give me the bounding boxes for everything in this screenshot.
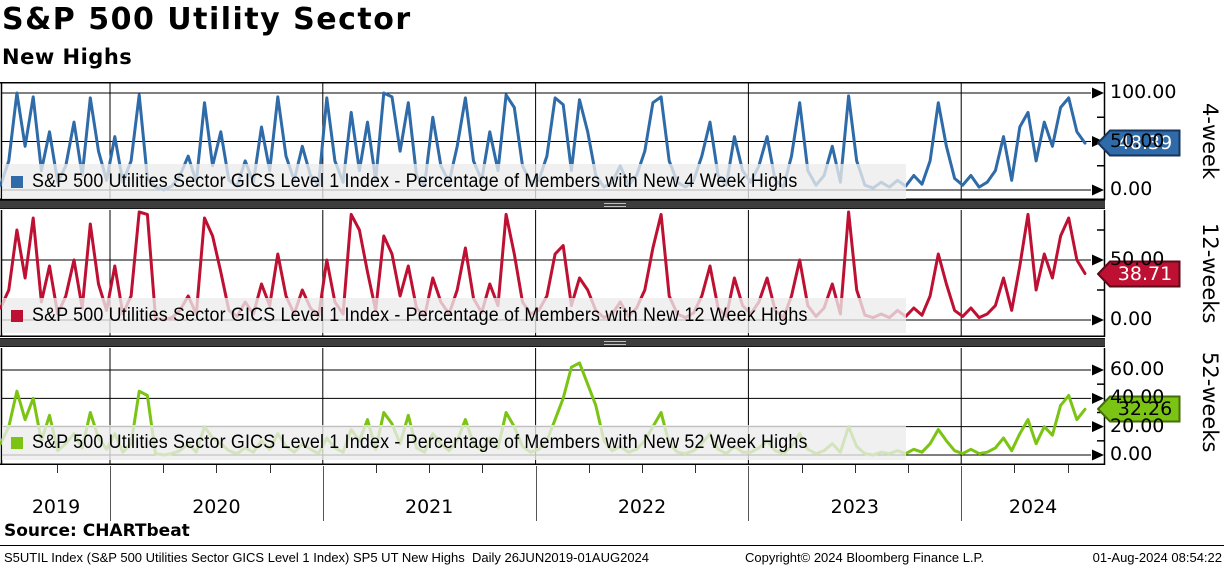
last-value-text: 32.26 [1117,398,1173,420]
footer-copyright: Copyright© 2024 Bloomberg Finance L.P. [745,550,985,565]
legend-12week[interactable]: S&P 500 Utilities Sector GICS Level 1 In… [2,298,906,333]
divider-grip-icon [604,202,626,207]
panel-side-label-4week: 4-week [1198,102,1222,180]
x-axis-quarter-tick [588,465,590,473]
badge-shape [1097,260,1181,288]
x-axis-year-label: 2021 [405,496,454,518]
gridline-arrow-icon [1092,314,1104,326]
gridline-arrow-icon [1092,449,1104,461]
y-axis-tick-label: 50.00 [1110,248,1165,270]
x-axis-quarter-tick [482,465,484,473]
footer-divider [0,545,1224,546]
x-axis-quarter-tick [801,465,803,473]
x-axis-year-label: 2022 [617,496,667,518]
x-axis-quarter-tick [695,465,697,473]
last-value-text: 38.71 [1117,263,1173,285]
footer-ticker-info: S5UTIL Index (S&P 500 Utilities Sector G… [4,550,650,565]
x-axis-year-label: 2020 [192,496,241,518]
source-line: Source: CHARTbeat [4,521,190,541]
last-value-badge-12week: 38.71 [1097,260,1181,288]
y-axis-tick-label: 0.00 [1110,308,1153,330]
y-axis-tick-label: 50.00 [1110,129,1165,152]
y-axis-tick-label: 20.00 [1110,414,1165,437]
gridline-arrow-icon [1092,184,1104,196]
legend-marker-square-icon [11,309,23,322]
panel-divider-2[interactable] [0,338,1105,347]
legend-marker-square-icon [11,436,23,449]
footer-timestamp: 01-Aug-2024 08:54:22 [1092,550,1222,565]
x-axis-year-separator [535,466,537,521]
x-axis-quarter-tick [854,465,856,473]
gridline-arrow-icon [1092,421,1104,433]
legend-marker-square-icon [11,175,23,188]
x-axis-quarter-tick [56,465,58,473]
y-axis-tick-label: 0.00 [1110,443,1153,465]
x-axis-year-label: 2019 [31,496,81,518]
y-axis-tick-label: 60.00 [1110,357,1165,380]
page-title: S&P 500 Utility Sector [2,2,412,37]
y-axis-tick-label: 0.00 [1110,178,1153,200]
x-axis-year-label: 2024 [1008,496,1058,518]
x-axis-quarter-tick [163,465,165,473]
legend-4week[interactable]: S&P 500 Utilities Sector GICS Level 1 In… [2,164,906,199]
last-value-text: 48.39 [1117,132,1173,154]
divider-grip-icon [604,340,626,345]
gridline-arrow-icon [1092,364,1104,376]
last-value-badge-52week: 32.26 [1097,395,1181,423]
x-axis-year-label: 2023 [830,496,879,518]
x-axis-quarter-tick [642,465,643,473]
x-axis-quarter-tick [1014,465,1016,473]
panel-side-label-52week: 52-weeks [1198,352,1222,453]
panel-divider-1[interactable] [0,200,1105,209]
x-axis-quarter-tick [216,465,218,473]
x-axis-quarter-tick [908,465,909,473]
legend-label: S&P 500 Utilities Sector GICS Level 1 In… [32,304,808,326]
x-axis-quarter-tick [429,465,431,473]
gridline-arrow-icon [1092,136,1104,147]
badge-shape [1097,395,1181,423]
legend-52week[interactable]: S&P 500 Utilities Sector GICS Level 1 In… [2,425,906,460]
gridline-arrow-icon [1092,87,1104,99]
x-axis-year-separator [110,466,111,521]
y-axis-tick-label: 100.00 [1110,81,1177,103]
last-value-badge-4week: 48.39 [1097,129,1181,157]
y-axis-tick-label: 40.00 [1110,386,1165,409]
x-axis-year-separator [748,466,750,521]
panel-side-label-12week: 12-weeks [1198,223,1222,324]
gridline-arrow-icon [1092,392,1104,404]
badge-shape [1097,129,1181,157]
legend-label: S&P 500 Utilities Sector GICS Level 1 In… [32,170,798,192]
x-axis-quarter-tick [269,465,271,473]
x-axis-quarter-tick [376,465,377,473]
x-axis-year-separator [961,466,963,521]
x-axis-year-separator [322,466,324,521]
gridline-arrow-icon [1092,254,1104,266]
x-axis-quarter-tick [1067,465,1069,473]
page-subtitle: New Highs [2,45,133,69]
legend-label: S&P 500 Utilities Sector GICS Level 1 In… [32,431,808,453]
